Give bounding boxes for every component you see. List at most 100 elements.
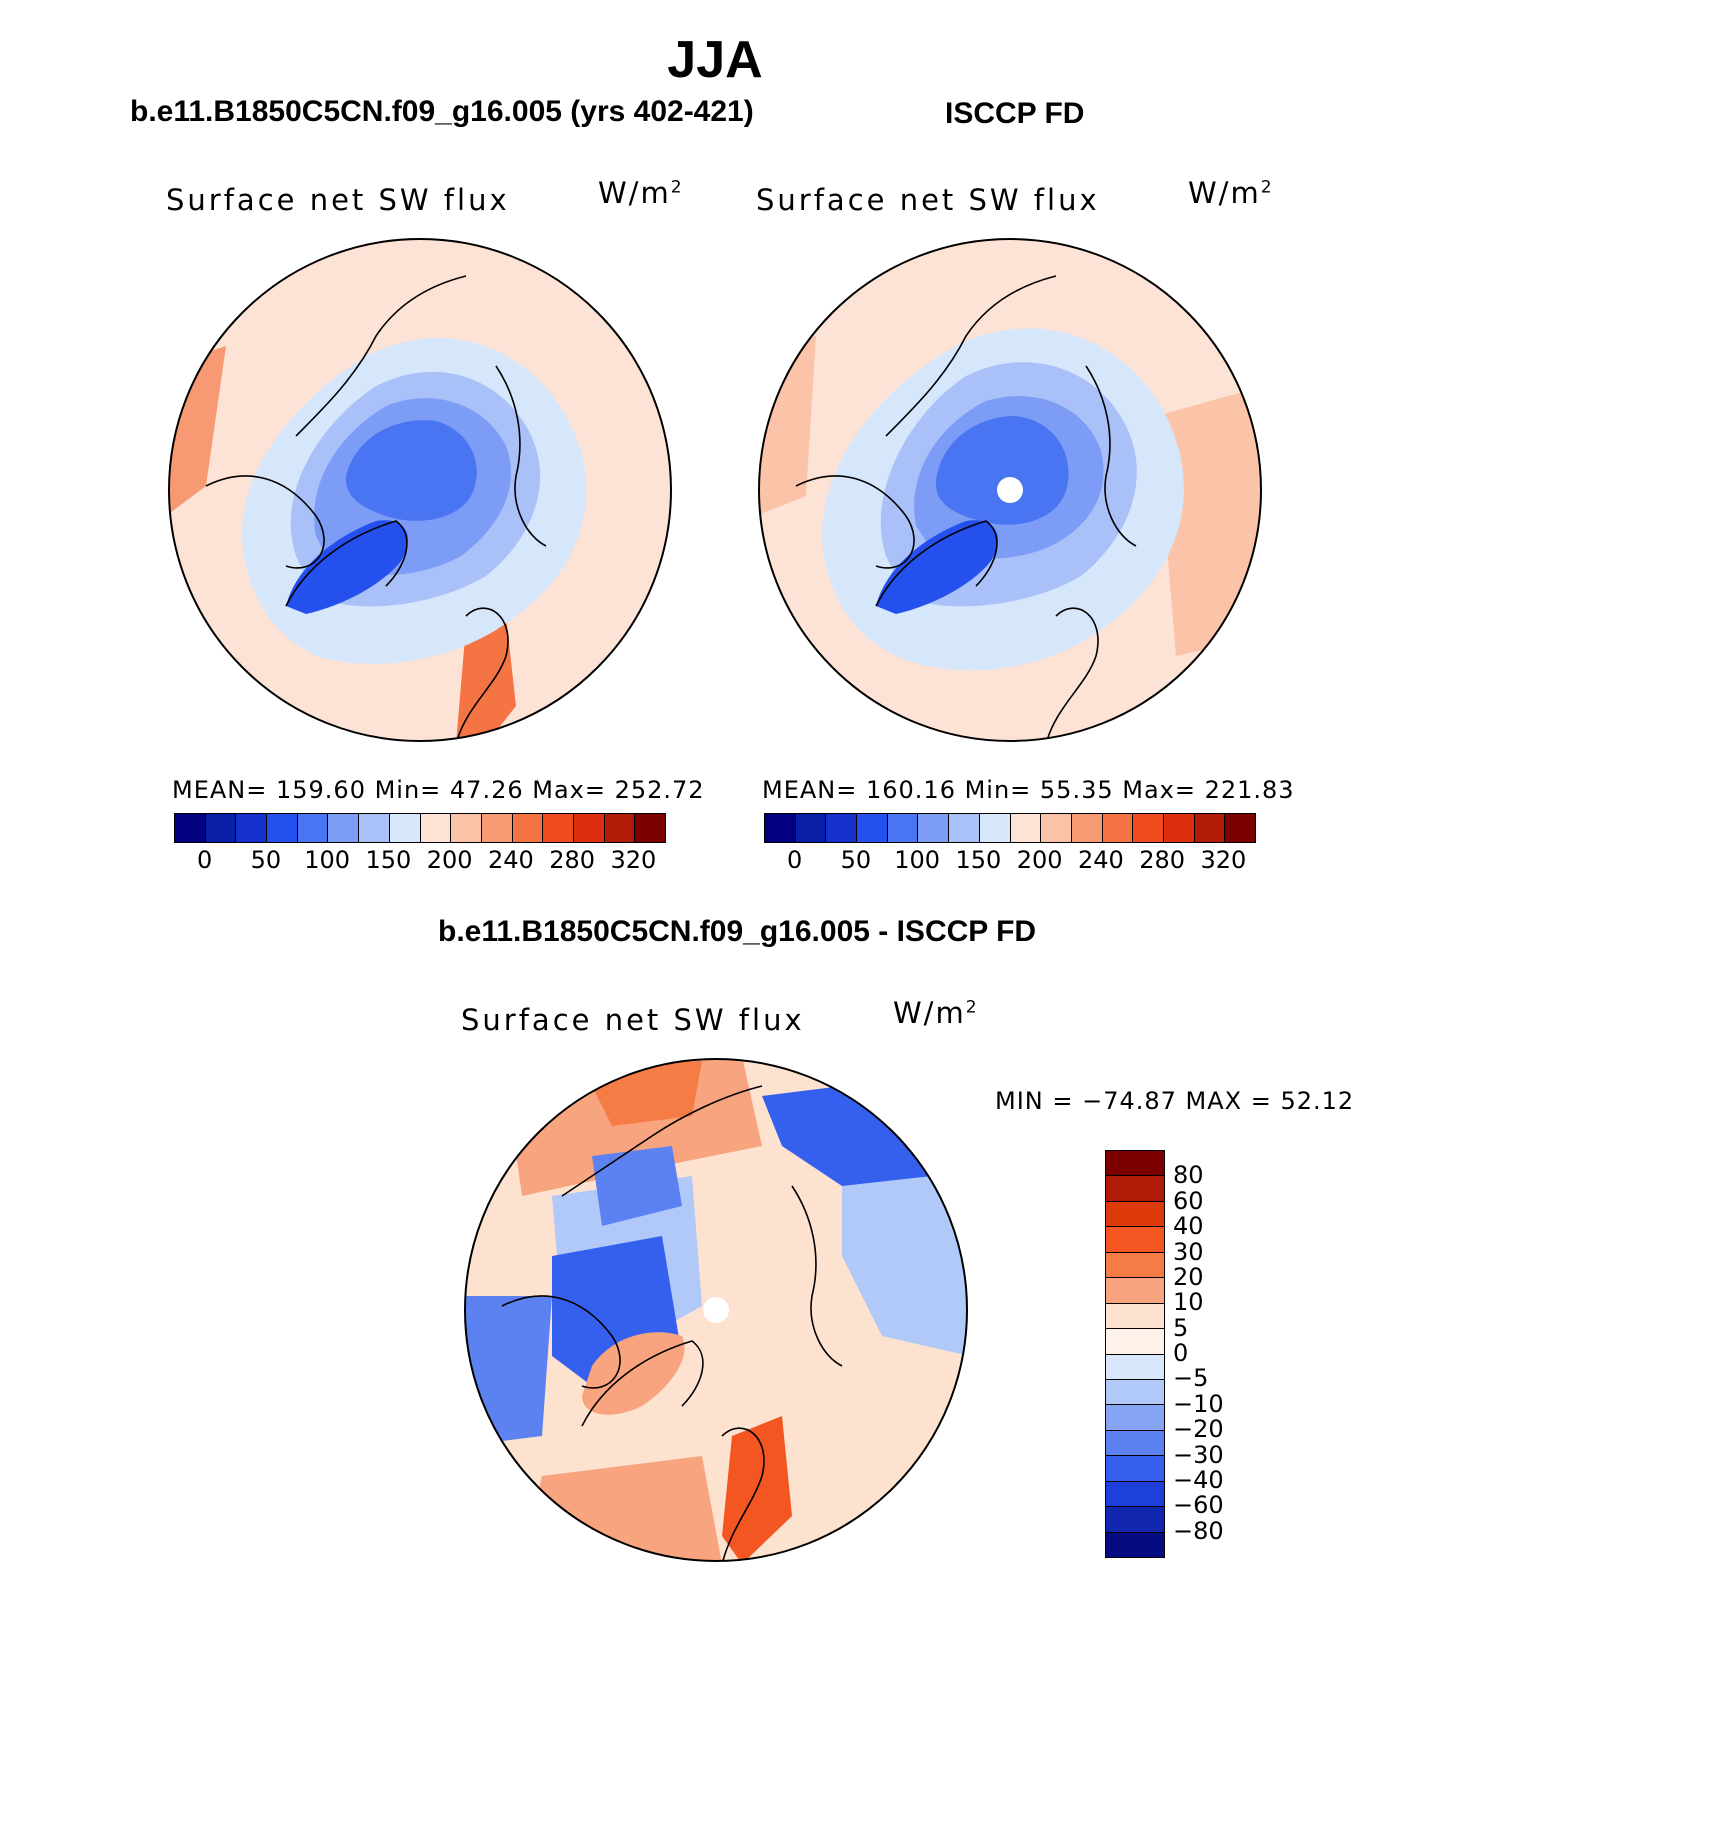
tick-label: 50 <box>250 846 282 874</box>
tick-label: 200 <box>426 846 473 874</box>
cbar-swatch <box>1106 1481 1164 1508</box>
cbar-swatch <box>267 814 298 842</box>
tick-label: 30 <box>1173 1237 1204 1266</box>
model-coast-5 <box>495 365 547 547</box>
tick-label: 150 <box>955 846 1002 874</box>
model-coast-1 <box>205 475 325 569</box>
model-plot-title: Surface net SW flux <box>166 183 510 217</box>
diff-stats: MIN = −74.87 MAX = 52.12 <box>995 1087 1355 1115</box>
cbar-swatch <box>1071 814 1103 842</box>
model-header: b.e11.B1850C5CN.f09_g16.005 (yrs 402-421… <box>130 95 754 128</box>
obs-colorbar <box>764 813 1256 843</box>
figure-title: JJA <box>667 31 763 89</box>
tick-label: 0 <box>786 846 803 874</box>
model-colorbar <box>174 813 666 843</box>
cbar-swatch <box>1133 814 1164 842</box>
tick-label: −20 <box>1173 1415 1224 1444</box>
diff-colorbar-ticks: 80 60 40 30 20 10 5 0 −5 −10 −20 −30 −40… <box>1173 1150 1233 1556</box>
tick-label: 320 <box>1200 846 1247 874</box>
cbar-swatch <box>297 814 329 842</box>
tick-label: 40 <box>1173 1212 1204 1241</box>
tick-label: −40 <box>1173 1465 1224 1494</box>
tick-label: 240 <box>487 846 534 874</box>
cbar-swatch <box>389 814 421 842</box>
diff-coast-5 <box>791 1185 843 1367</box>
cbar-swatch <box>949 814 980 842</box>
obs-polar-map <box>758 238 1262 742</box>
model-units: W/m2 <box>598 176 684 210</box>
cbar-swatch <box>979 814 1011 842</box>
cbar-swatch <box>1106 1252 1164 1279</box>
tick-label: 50 <box>840 846 872 874</box>
diff-coast-1 <box>501 1295 621 1389</box>
diff-coast-4 <box>561 1085 763 1197</box>
obs-colorbar-ticks: 0 50 100 150 200 240 280 320 <box>764 846 1254 876</box>
obs-coast-1 <box>795 475 915 569</box>
cbar-swatch <box>1106 1532 1164 1557</box>
model-map-border <box>168 238 672 742</box>
cbar-swatch <box>1106 1430 1164 1457</box>
tick-label: 240 <box>1077 846 1124 874</box>
tick-label: 280 <box>1139 846 1186 874</box>
obs-stats: MEAN= 160.16 Min= 55.35 Max= 221.83 <box>762 776 1295 804</box>
cbar-swatch <box>1225 814 1255 842</box>
obs-coast-2 <box>875 520 998 607</box>
obs-pole-hole <box>997 477 1023 503</box>
cbar-swatch <box>635 814 665 842</box>
cbar-swatch <box>1010 814 1042 842</box>
obs-coast-4 <box>885 275 1057 437</box>
cbar-swatch <box>604 814 636 842</box>
cbar-swatch <box>420 814 452 842</box>
obs-header: ISCCP FD <box>945 97 1085 130</box>
cbar-swatch <box>795 814 827 842</box>
tick-label: −10 <box>1173 1389 1224 1418</box>
obs-coast-3 <box>1045 607 1099 741</box>
diff-polar-map <box>464 1058 968 1562</box>
tick-label: −80 <box>1173 1516 1224 1545</box>
diff-coast-3 <box>721 1427 765 1561</box>
diff-units: W/m2 <box>893 996 979 1030</box>
cbar-swatch <box>1106 1278 1164 1304</box>
cbar-swatch <box>1106 1151 1164 1177</box>
cbar-swatch <box>1106 1201 1164 1228</box>
tick-label: 5 <box>1173 1313 1189 1342</box>
cbar-swatch <box>481 814 513 842</box>
model-polar-map <box>168 238 672 742</box>
cbar-swatch <box>205 814 237 842</box>
obs-plot-title: Surface net SW flux <box>756 183 1100 217</box>
tick-label: 80 <box>1173 1161 1204 1190</box>
tick-label: 100 <box>894 846 941 874</box>
model-field-core <box>345 420 477 521</box>
tick-label: 20 <box>1173 1262 1204 1291</box>
obs-field-warm-east <box>1156 386 1261 656</box>
diff-field-cold-west <box>465 1296 552 1446</box>
cbar-swatch <box>1106 1379 1164 1406</box>
tick-label: 10 <box>1173 1288 1204 1317</box>
model-field-greenland <box>286 520 408 614</box>
diff-pole-hole <box>703 1297 729 1323</box>
cbar-swatch <box>765 814 796 842</box>
cbar-swatch <box>1106 1303 1164 1330</box>
model-stats: MEAN= 159.60 Min= 47.26 Max= 252.72 <box>172 776 705 804</box>
diff-plot-title: Surface net SW flux <box>461 1003 805 1037</box>
diff-field-greenland-warm <box>582 1332 685 1415</box>
diff-colorbar <box>1105 1150 1165 1558</box>
obs-map-border <box>758 238 1262 742</box>
model-colorbar-ticks: 0 50 100 150 200 240 280 320 <box>174 846 664 876</box>
cbar-swatch <box>175 814 206 842</box>
cbar-swatch <box>1194 814 1226 842</box>
cbar-swatch <box>543 814 574 842</box>
diff-map-border <box>464 1058 968 1562</box>
tick-label: −60 <box>1173 1491 1224 1520</box>
tick-label: 200 <box>1016 846 1063 874</box>
cbar-swatch <box>1163 814 1195 842</box>
cbar-swatch <box>1106 1354 1164 1380</box>
tick-label: 100 <box>304 846 351 874</box>
model-coast-3 <box>455 607 509 741</box>
tick-label: 280 <box>549 846 596 874</box>
cbar-swatch <box>236 814 268 842</box>
diff-coast-2 <box>581 1340 704 1427</box>
cbar-swatch <box>1106 1227 1164 1253</box>
obs-field-greenland <box>876 520 998 614</box>
cbar-swatch <box>328 814 360 842</box>
